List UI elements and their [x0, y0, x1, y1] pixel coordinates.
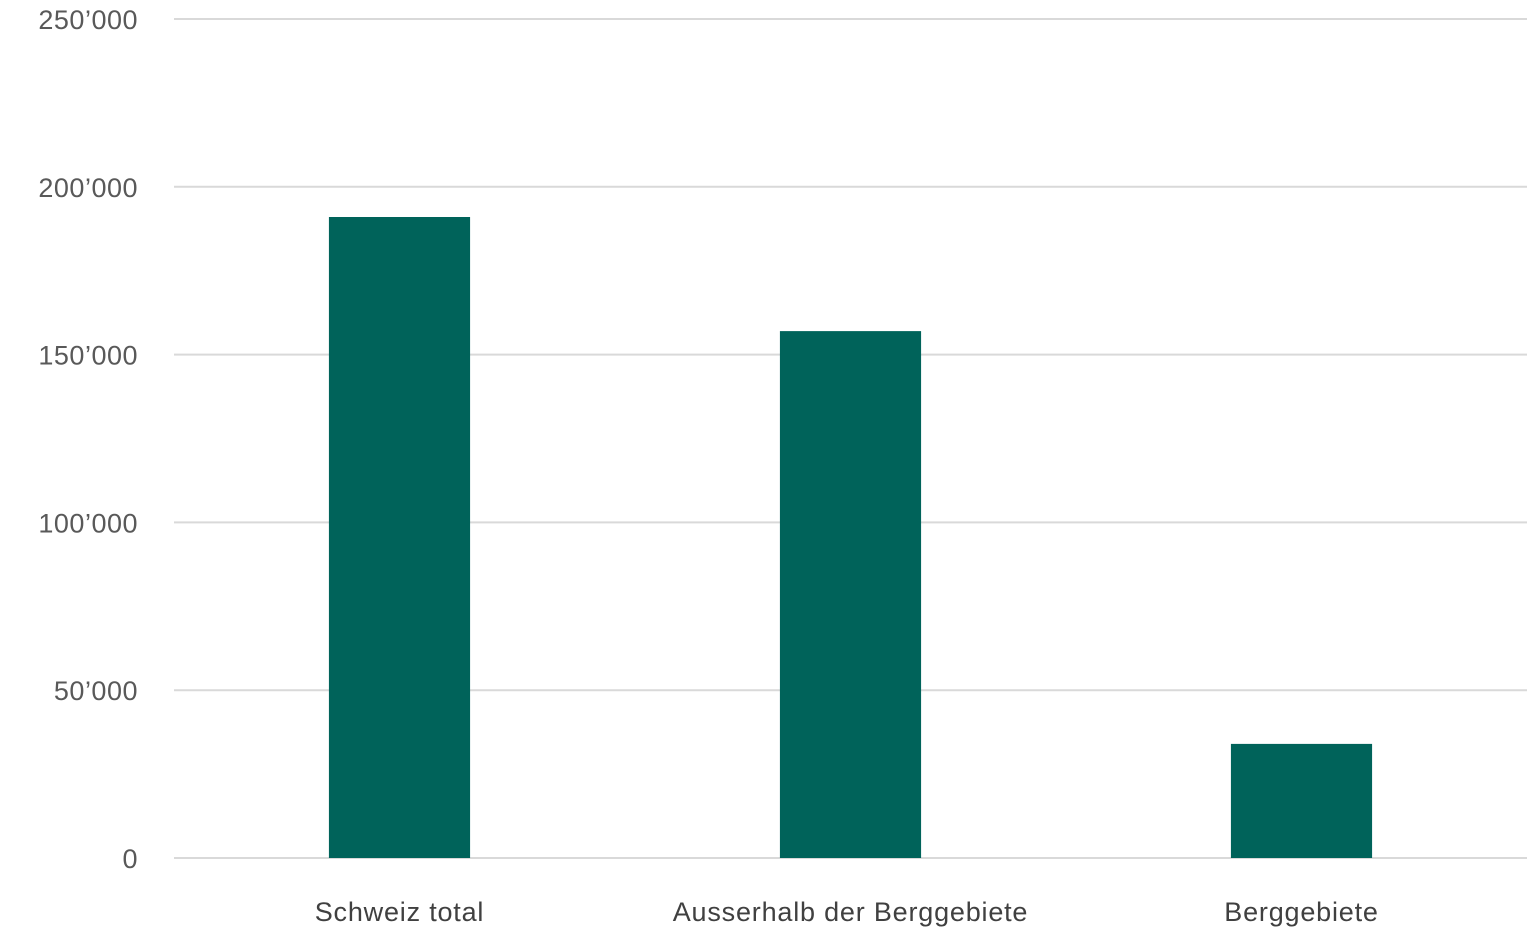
bar — [328, 217, 471, 858]
x-category-label: Schweiz total — [315, 897, 484, 927]
y-tick-label: 200’000 — [38, 173, 138, 203]
bar — [1230, 743, 1373, 858]
y-tick-label: 0 — [122, 844, 138, 874]
x-axis-category-labels: Schweiz total Ausserhalb der Berggebiete B… — [315, 897, 1378, 927]
y-tick-label: 50’000 — [54, 676, 138, 706]
y-axis-tick-labels: 0 50’000 100’000 150’000 200’000 250’000 — [38, 5, 138, 874]
y-tick-label: 250’000 — [38, 5, 138, 35]
x-category-label: Ausserhalb der Berggebiete — [673, 897, 1029, 927]
x-category-label: Berggebiete — [1224, 897, 1378, 927]
y-tick-label: 150’000 — [38, 341, 138, 371]
bars — [328, 217, 1373, 858]
y-tick-label: 100’000 — [38, 508, 138, 538]
bar — [779, 331, 922, 858]
